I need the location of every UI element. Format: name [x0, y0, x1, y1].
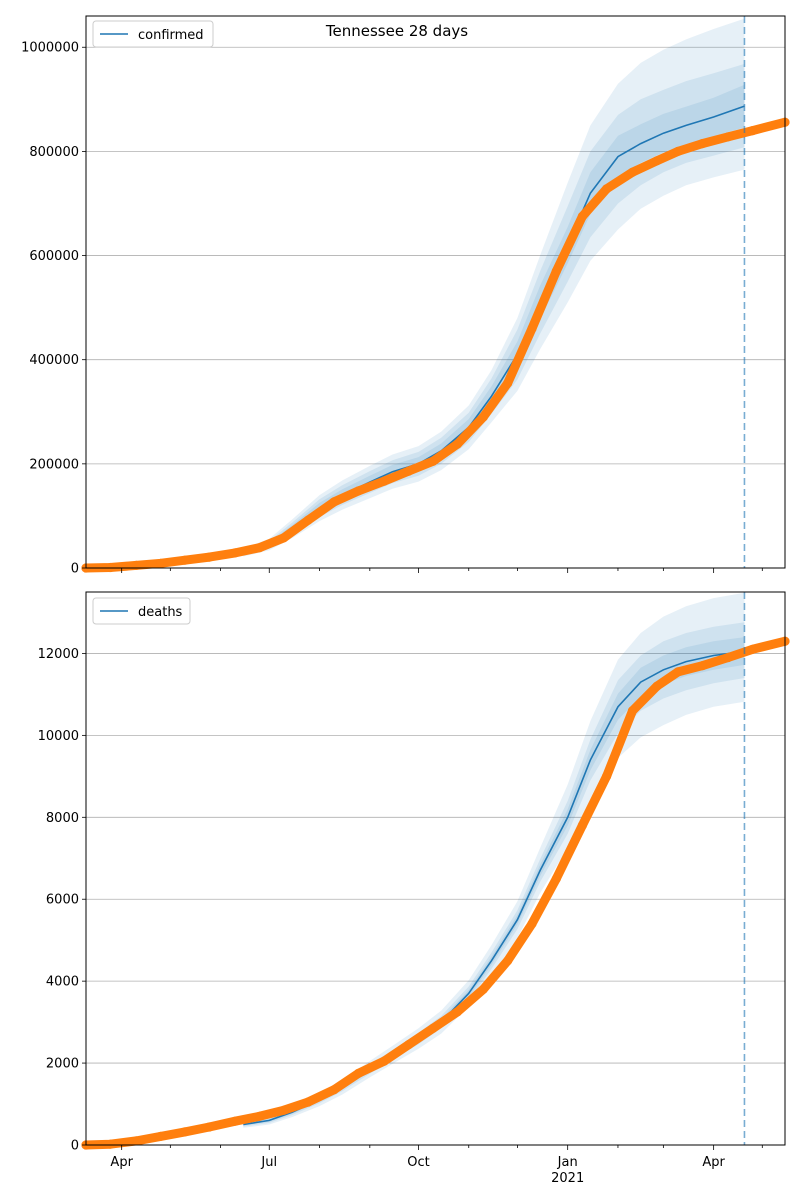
- deaths-observed-point: [156, 1131, 166, 1141]
- deaths-observed-point: [503, 956, 513, 966]
- deaths-x-tick-label: Jul: [260, 1155, 277, 1170]
- deaths-observed-point: [527, 919, 537, 929]
- confirmed-y-tick-label: 400000: [29, 353, 79, 368]
- deaths-legend-label: deaths: [138, 605, 183, 620]
- confirmed-observed-point: [230, 548, 240, 558]
- deaths-observed-point: [353, 1068, 364, 1078]
- confirmed-observed-point: [131, 560, 141, 571]
- confirmed-y-tick-label: 800000: [29, 145, 79, 160]
- confirmed-observed-point: [503, 378, 513, 388]
- deaths-observed-point: [329, 1085, 339, 1095]
- confirmed-legend-label: confirmed: [138, 28, 204, 43]
- deaths-observed-point: [379, 1056, 389, 1066]
- deaths-observed-point: [652, 681, 662, 691]
- deaths-x-tick-label: Oct: [407, 1155, 429, 1170]
- deaths-y-tick-label: 8000: [46, 811, 79, 826]
- deaths-observed-point: [452, 1007, 462, 1017]
- confirmed-observed-point: [204, 552, 214, 562]
- confirmed-observed-point: [279, 533, 289, 543]
- deaths-y-tick-label: 12000: [38, 647, 79, 662]
- confirmed-observed-point: [551, 266, 561, 276]
- confirmed-x-axis-ticks: [121, 568, 763, 573]
- deaths-y-tick-label: 2000: [46, 1057, 79, 1072]
- confirmed-panel: 0 200000 400000 600000 800000 1000000 Tenness…: [21, 15, 790, 577]
- confirmed-observed-point: [329, 497, 339, 507]
- deaths-x-tick-label: Apr: [702, 1155, 725, 1170]
- confirmed-axes-frame: [85, 15, 786, 569]
- confirmed-observed-point: [697, 139, 707, 149]
- deaths-observed-point: [551, 874, 561, 884]
- deaths-observed-point: [180, 1127, 190, 1137]
- deaths-uncertainty-bands: [243, 592, 745, 1128]
- deaths-observed-point: [478, 984, 488, 994]
- deaths-axes-frame: [85, 591, 786, 1146]
- confirmed-y-axis: 0 200000 400000 600000 800000 1000000: [21, 41, 86, 577]
- confirmed-observed-point: [652, 156, 662, 166]
- deaths-observed-point: [204, 1122, 214, 1132]
- deaths-observed-point: [602, 771, 612, 781]
- deaths-observed-point: [404, 1040, 414, 1050]
- deaths-observed-point: [428, 1023, 438, 1033]
- confirmed-band-1: [243, 18, 745, 557]
- deaths-y-tick-label: 6000: [46, 893, 79, 908]
- confirmed-observed-point: [303, 515, 313, 525]
- confirmed-band-3: [243, 84, 745, 554]
- deaths-observed-point: [748, 644, 758, 654]
- confirmed-y-tick-label: 200000: [29, 457, 79, 472]
- confirmed-y-tick-label: 0: [71, 562, 79, 577]
- deaths-y-tick-label: 0: [71, 1139, 79, 1154]
- deaths-observed-point: [279, 1105, 289, 1115]
- confirmed-uncertainty-bands: [243, 18, 745, 557]
- confirmed-y-tick-label: 1000000: [21, 41, 79, 56]
- chart-title: Tennessee 28 days: [325, 22, 468, 40]
- confirmed-observed-point: [404, 466, 414, 476]
- confirmed-observed-point: [577, 211, 587, 222]
- deaths-band-2: [243, 622, 745, 1127]
- deaths-observed-point: [673, 667, 683, 677]
- confirmed-legend: confirmed: [92, 20, 214, 48]
- confirmed-legend-box: [92, 20, 214, 48]
- deaths-observed-point: [254, 1111, 265, 1121]
- deaths-observed-point: [577, 820, 587, 831]
- deaths-observed-point: [627, 706, 638, 716]
- deaths-observed-point: [230, 1116, 240, 1126]
- deaths-observed-point: [105, 1139, 115, 1149]
- confirmed-observed-point: [748, 126, 758, 136]
- confirmed-band-2: [243, 63, 745, 556]
- deaths-observed-point: [303, 1097, 313, 1107]
- confirmed-y-tick-label: 600000: [29, 249, 79, 264]
- deaths-observed-point: [131, 1136, 141, 1146]
- confirmed-observed-point: [428, 456, 438, 466]
- confirmed-observed-point: [602, 184, 612, 194]
- deaths-band-1: [243, 592, 745, 1128]
- confirmed-observed-point: [673, 146, 683, 156]
- confirmed-observed-point: [527, 323, 537, 334]
- deaths-x-tick-label: Apr: [110, 1155, 133, 1170]
- deaths-legend: deaths: [92, 597, 191, 625]
- deaths-y-tick-label: 10000: [38, 729, 79, 744]
- deaths-y-axis: 0 2000 4000 6000 8000 10000 12000: [38, 647, 86, 1154]
- confirmed-observed-point: [156, 558, 166, 568]
- confirmed-observed-point: [353, 486, 364, 496]
- confirmed-observed-point: [723, 132, 733, 142]
- confirmed-observed-point: [254, 543, 265, 553]
- confirmed-observed-point: [452, 439, 462, 449]
- confirmed-observed-point: [627, 167, 638, 177]
- deaths-observed-point: [697, 661, 707, 671]
- deaths-x-tick-year-label: 2021: [551, 1171, 584, 1186]
- deaths-observed-points: [81, 636, 790, 1150]
- deaths-observed-point: [723, 652, 733, 663]
- deaths-y-tick-label: 4000: [46, 975, 79, 990]
- deaths-legend-box: [92, 597, 191, 625]
- deaths-x-tick-label: Jan: [557, 1155, 578, 1170]
- confirmed-observed-point: [180, 555, 190, 565]
- confirmed-observed-point: [379, 476, 389, 486]
- confirmed-observed-point: [478, 412, 488, 422]
